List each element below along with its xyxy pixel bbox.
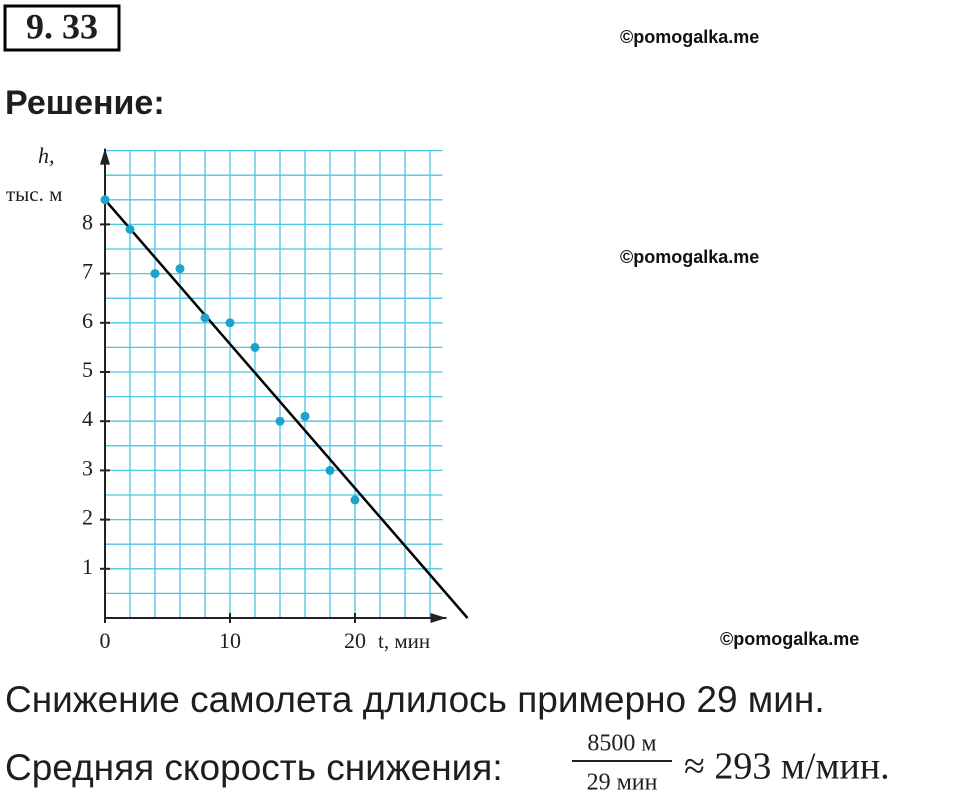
y-tick-label: 6 [82,308,93,333]
x-tick-label: 10 [219,628,241,653]
data-point [350,495,360,505]
x-axis-label: t, мин [378,629,430,653]
number-box [3,4,121,52]
data-point [275,416,285,426]
speed-line: Средняя скорость снижения: [5,747,503,788]
watermark: ©pomogalka.me [620,27,759,47]
problem-number: 9. 33 [26,6,98,46]
data-point [175,264,185,274]
y-tick-label: 3 [82,455,93,480]
solution-label: Решение: [5,84,165,122]
y-axis-unit: тыс. м [6,182,62,206]
x-axis-arrow [430,613,447,623]
data-point [225,318,235,328]
chart: 1 2 3 4 5 6 7 8 0 10 20 h, тыс. м t, мин [0,130,482,668]
y-tick-label: 4 [82,406,93,431]
data-point [200,313,210,323]
speed-result: ≈ 293 м/мин. [684,746,890,788]
data-point [300,411,310,421]
y-axis-label: h, [38,143,55,168]
watermark: ©pomogalka.me [620,247,759,267]
data-point [325,465,335,475]
y-tick-label: 2 [82,505,93,530]
y-tick-label: 5 [82,357,93,382]
x-tick-label: 0 [100,628,111,653]
x-tick-label: 20 [344,628,366,653]
answer-line: Снижение самолета длилось примерно 29 ми… [5,679,825,720]
fraction-numerator: 8500 м [587,731,656,757]
fit-line [104,198,469,619]
data-point [150,269,160,279]
y-tick-label: 1 [82,554,93,579]
y-tick-label: 8 [82,209,93,234]
watermark: ©pomogalka.me [720,629,859,649]
fraction-denominator: 29 мин [587,770,658,796]
data-point [100,195,110,205]
data-point [125,224,135,234]
data-point [250,342,260,352]
y-tick-label: 7 [82,259,93,284]
chart-background [0,130,482,668]
y-axis-arrow [100,148,110,165]
